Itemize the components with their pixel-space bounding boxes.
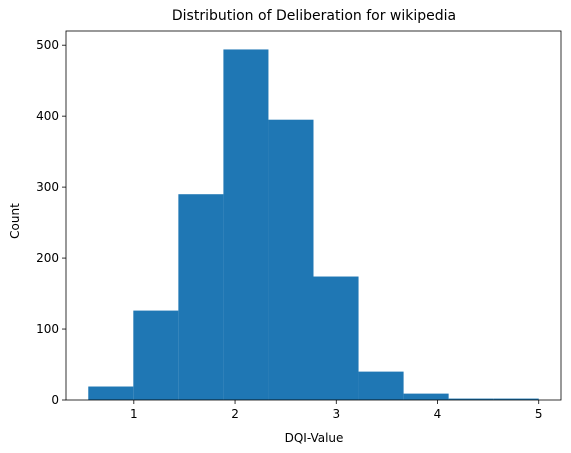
bars-group xyxy=(88,49,539,401)
x-tick-label: 3 xyxy=(332,407,340,421)
x-axis: 1 2 3 4 5 xyxy=(130,400,543,421)
histogram-bar xyxy=(448,398,494,400)
x-axis-label: DQI-Value xyxy=(285,431,344,445)
histogram-bar xyxy=(403,393,449,400)
histogram-bar xyxy=(313,276,359,400)
y-tick-label: 200 xyxy=(36,251,59,265)
y-tick-label: 100 xyxy=(36,322,59,336)
y-axis-label: Count xyxy=(8,203,22,239)
histogram-bar xyxy=(133,310,179,400)
y-tick-label: 300 xyxy=(36,180,59,194)
histogram-bar xyxy=(178,194,224,400)
histogram-bar xyxy=(493,398,539,400)
y-tick-label: 0 xyxy=(51,393,59,407)
x-tick-label: 5 xyxy=(535,407,543,421)
y-axis: 0 100 200 300 400 500 xyxy=(36,38,66,407)
y-tick-label: 500 xyxy=(36,38,59,52)
histogram-bar xyxy=(88,386,134,400)
histogram-bar xyxy=(358,371,404,400)
x-tick-label: 1 xyxy=(130,407,138,421)
histogram-bar xyxy=(223,49,269,400)
chart-title: Distribution of Deliberation for wikiped… xyxy=(172,8,456,24)
y-tick-label: 400 xyxy=(36,109,59,123)
histogram-bar xyxy=(268,119,314,401)
x-tick-label: 4 xyxy=(434,407,442,421)
plot-frame xyxy=(65,30,562,401)
x-tick-label: 2 xyxy=(231,407,239,421)
